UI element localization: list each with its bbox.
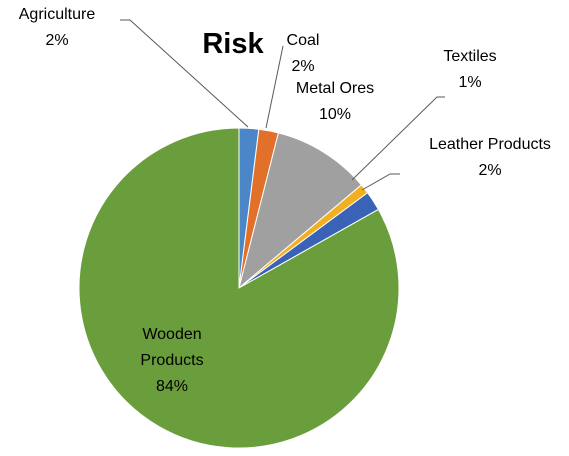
slice-value-label: 2% — [45, 32, 69, 49]
slice-label: Leather Products — [429, 136, 551, 153]
slice-value-label: 10% — [318, 106, 352, 123]
chart-title: Risk — [202, 28, 264, 60]
slice-label: Textiles — [443, 48, 497, 65]
pie-slice — [238, 132, 363, 290]
slice-label: Agriculture — [18, 6, 96, 23]
slice-value-label: 1% — [458, 74, 482, 91]
leader-line — [265, 45, 284, 129]
slice-value-label: 84% — [155, 378, 189, 395]
slice-value-label: 2% — [291, 58, 315, 75]
slice-label: Wooden Products — [140, 326, 204, 369]
leader-line — [351, 96, 445, 181]
leader-line — [361, 173, 400, 191]
pie-slice — [78, 127, 400, 449]
slice-label: Coal — [286, 32, 320, 49]
slice-label: Metal Ores — [295, 80, 375, 97]
leader-line — [120, 19, 249, 128]
slice-value-label: 2% — [478, 162, 502, 179]
